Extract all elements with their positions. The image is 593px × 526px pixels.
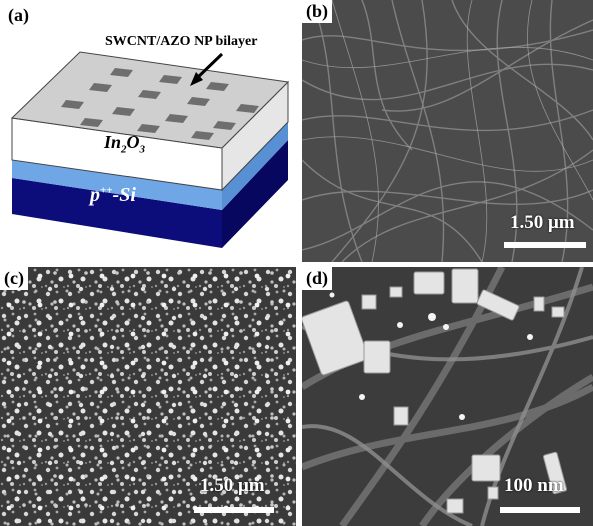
device-schematic (10, 51, 290, 248)
scale-bar-d (500, 507, 580, 513)
si-layer-front (12, 178, 222, 248)
scale-bar-b (504, 242, 586, 248)
electrode-pads (61, 68, 259, 140)
scale-bar-label-d: 100 nm (504, 475, 564, 496)
sio2-layer-front (12, 160, 222, 210)
si-label: p++-Si (90, 184, 136, 206)
annotation-arrow (193, 52, 224, 82)
scale-bar-label-b: 1.50 μm (510, 212, 575, 233)
swcnt-network-texture (302, 0, 593, 262)
panel-a-schematic: (a) SWCNT/AZO NP bilayer In2O3 SiO2 p++-… (0, 0, 296, 262)
high-mag-texture (302, 267, 593, 526)
scale-bar-label-c: 1.50 μm (200, 475, 265, 496)
panel-label-d: (d) (302, 267, 332, 290)
panel-label-b: (b) (302, 0, 332, 23)
bilayer-annotation: SWCNT/AZO NP bilayer (105, 34, 258, 49)
si-layer-side (222, 140, 288, 248)
arrow-head (190, 72, 203, 86)
panel-d-sem-image: (d) 100 nm (302, 267, 593, 526)
panel-label-a: (a) (8, 5, 29, 25)
panel-label-c: (c) (0, 267, 28, 290)
sio2-label: SiO2 (100, 156, 132, 179)
sio2-layer-side (222, 122, 288, 210)
scale-bar-c (194, 507, 274, 513)
in2o3-label: In2O3 (104, 132, 146, 156)
panel-c-sem-image: (c) 1.50 μm (0, 267, 296, 526)
panel-b-sem-image: (b) 1.50 μm (302, 0, 593, 262)
azo-np-texture (0, 267, 296, 526)
